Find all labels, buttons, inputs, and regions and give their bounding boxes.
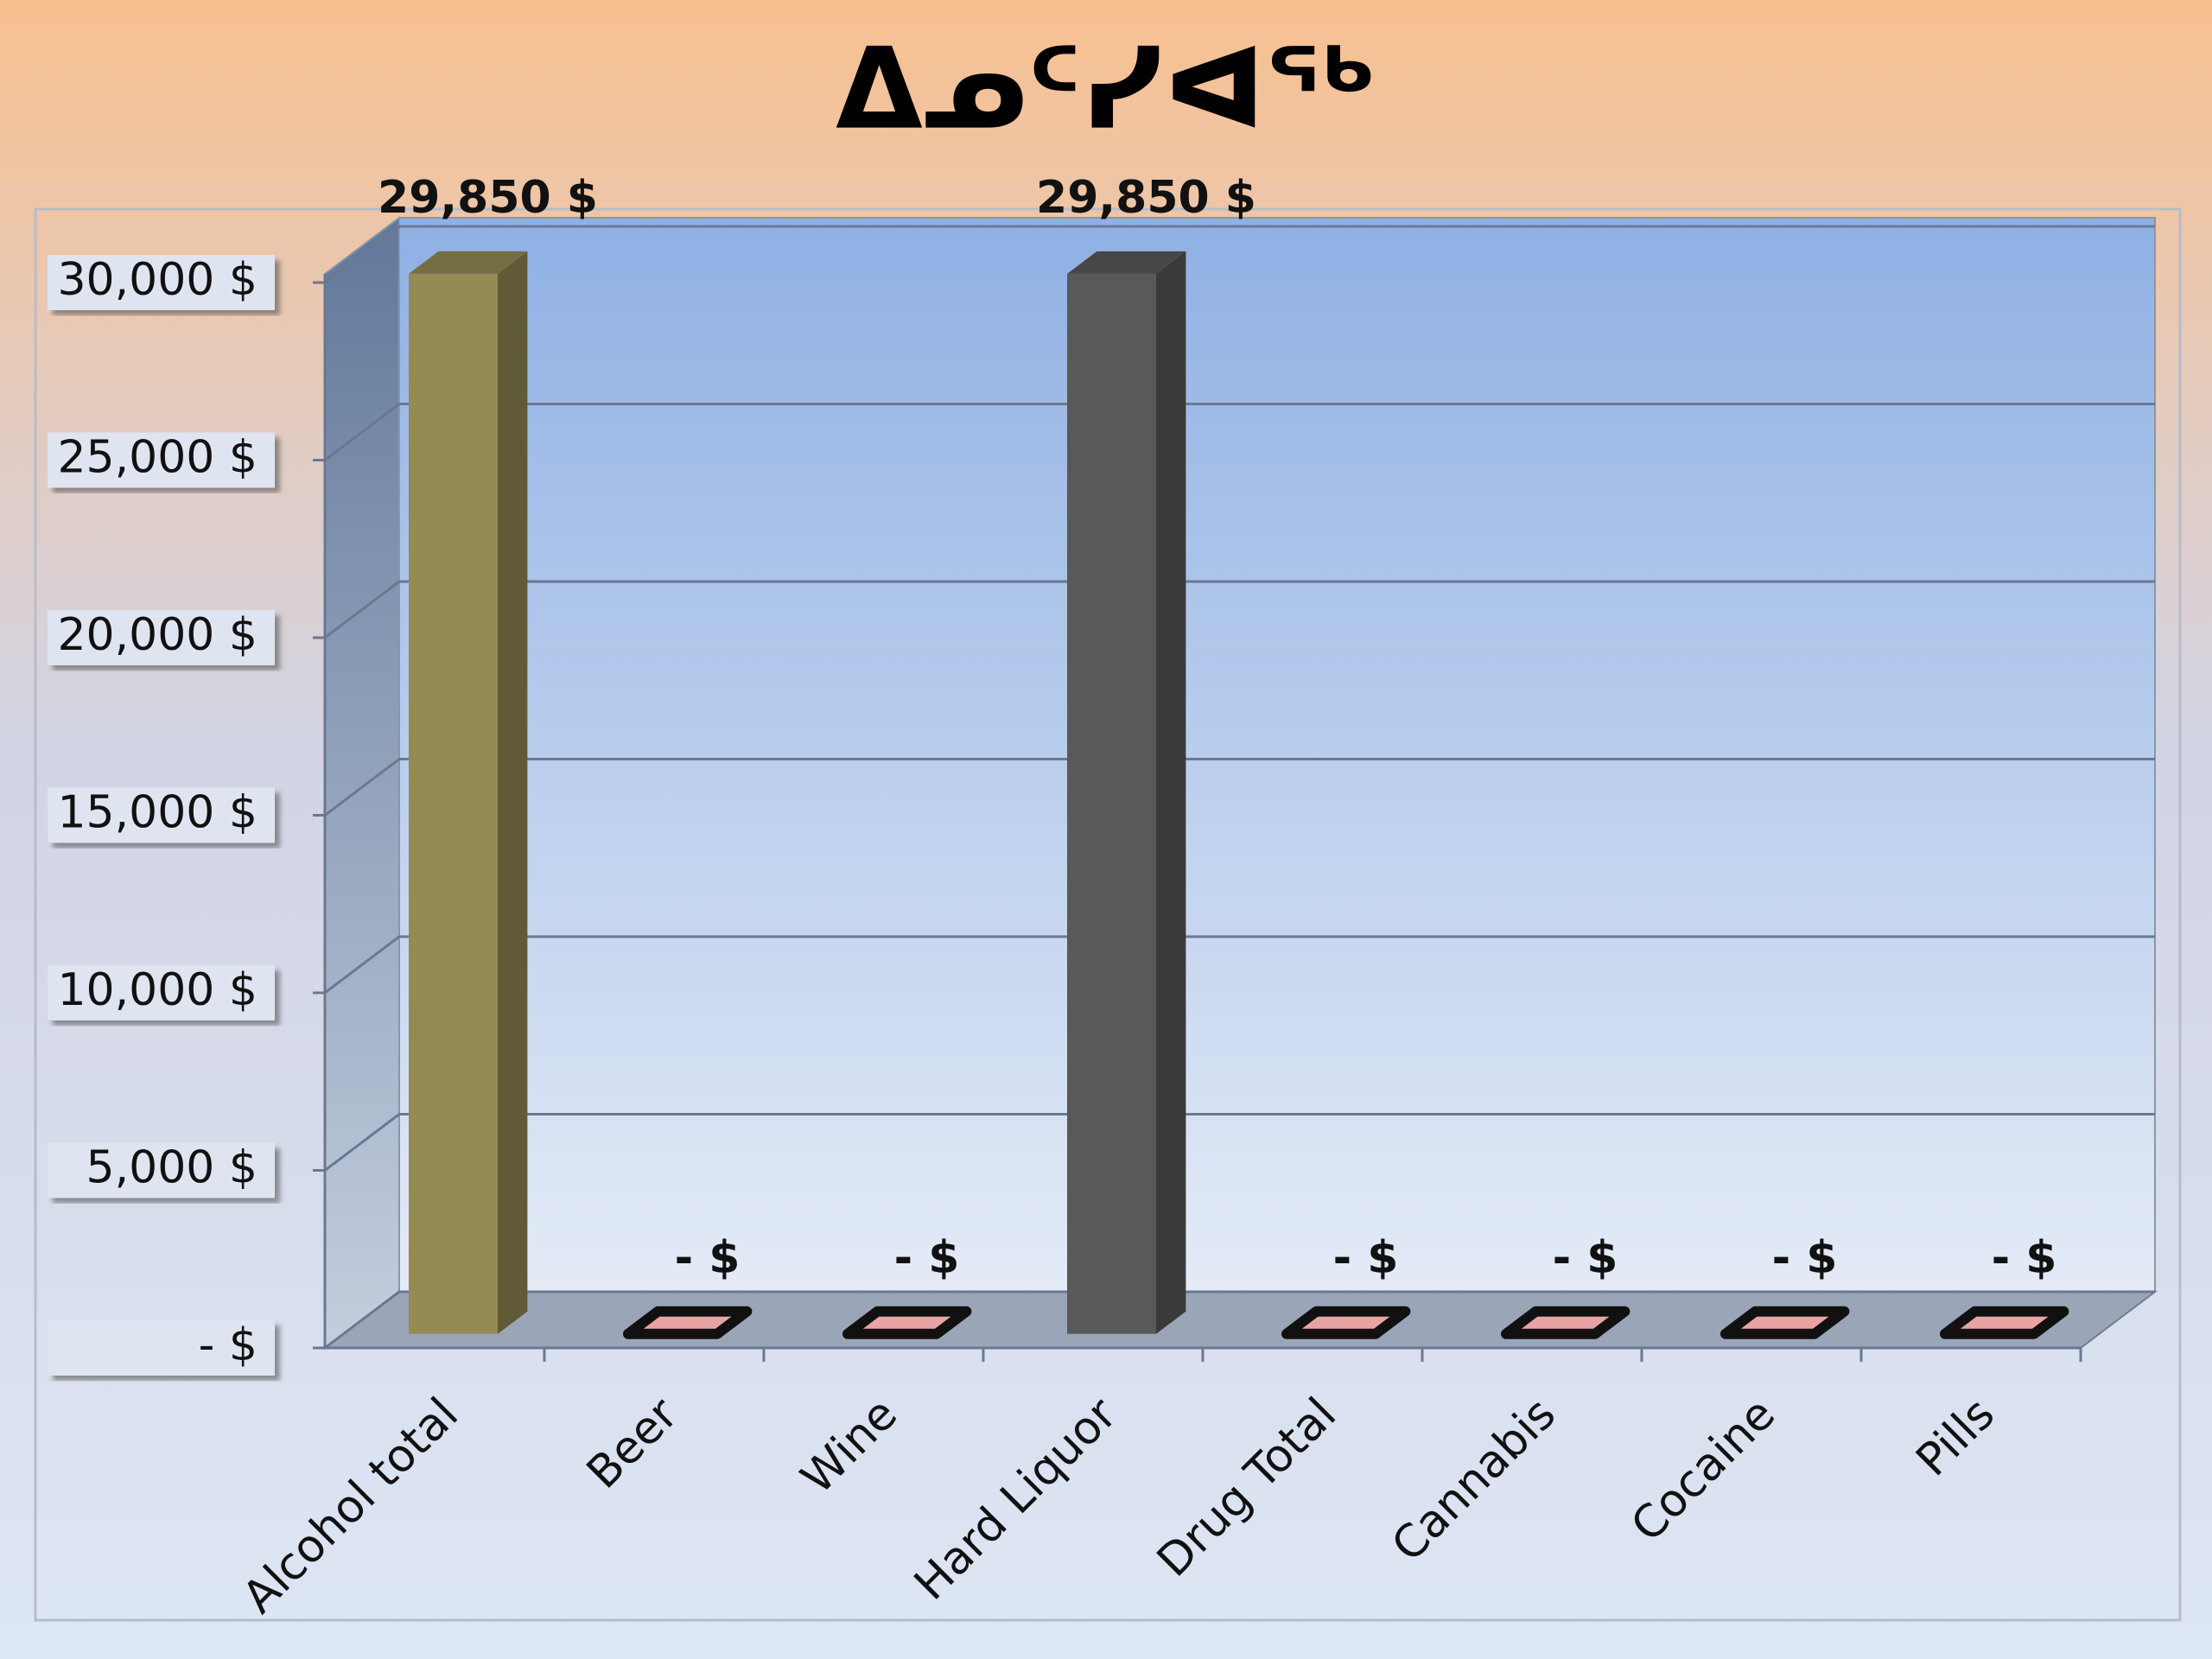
y-tick-box <box>48 787 275 843</box>
grid-line <box>324 580 2155 639</box>
bar <box>1067 273 1156 1334</box>
bar-top <box>409 251 528 274</box>
bar <box>1501 1306 1630 1339</box>
y-tick-box <box>48 610 275 665</box>
bar-side <box>1156 251 1186 1334</box>
y-tick-box <box>48 965 275 1020</box>
bar <box>1720 1306 1850 1339</box>
chart-frame <box>34 207 2182 1622</box>
grid-line <box>324 225 2155 284</box>
grid-line <box>324 935 2155 995</box>
bar <box>1281 1306 1411 1339</box>
y-tick-label: 5,000 $ <box>86 1142 257 1194</box>
y-tick-label: 10,000 $ <box>57 964 257 1016</box>
value-label: - $ <box>1333 1232 1399 1284</box>
chart-title: ᐃᓄᑦᓯᐊᖅ <box>836 23 1376 155</box>
side-wall <box>324 215 400 1351</box>
value-label: 29,850 $ <box>378 172 598 224</box>
bar <box>409 273 498 1334</box>
grid-line <box>324 758 2155 817</box>
y-tick-label: 20,000 $ <box>57 609 257 661</box>
y-tick-box <box>48 432 275 488</box>
bar-side <box>498 251 528 1334</box>
y-tick-label: - $ <box>199 1319 257 1371</box>
y-tick-label: 30,000 $ <box>57 254 257 306</box>
y-tick-box <box>48 1142 275 1198</box>
y-tick-box <box>48 255 275 310</box>
bar <box>623 1306 753 1339</box>
value-label: - $ <box>1772 1232 1838 1284</box>
y-tick-label: 25,000 $ <box>57 432 257 484</box>
grid-line <box>324 1290 2155 1350</box>
value-label: - $ <box>1553 1232 1618 1284</box>
value-label: - $ <box>675 1232 741 1284</box>
bar <box>1940 1306 2069 1339</box>
y-tick-box <box>48 1320 275 1376</box>
value-label: - $ <box>1992 1232 2057 1284</box>
grid-line <box>324 1113 2155 1172</box>
floor <box>322 1291 2158 1349</box>
y-tick-label: 15,000 $ <box>57 787 257 839</box>
bar <box>842 1306 972 1339</box>
value-label: 29,850 $ <box>1036 172 1256 224</box>
bar-top <box>1067 251 1186 274</box>
back-wall <box>398 217 2156 1293</box>
value-label: - $ <box>894 1232 960 1284</box>
grid-line <box>324 403 2155 461</box>
